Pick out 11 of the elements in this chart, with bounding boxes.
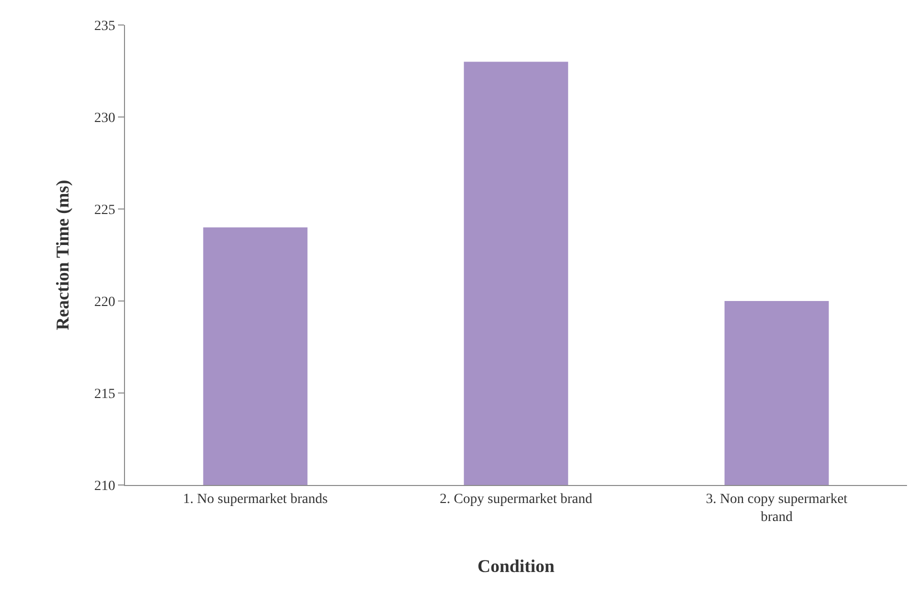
x-tick-label: 2. Copy supermarket brand [440, 492, 592, 507]
y-tick-label: 220 [94, 294, 116, 310]
y-tick-label: 235 [94, 18, 116, 34]
x-axis-title: Condition [477, 556, 555, 576]
y-tick-label: 230 [94, 110, 116, 126]
y-tick-label: 210 [94, 478, 116, 494]
y-tick-label: 225 [94, 202, 116, 218]
y-axis-title: Reaction Time (ms) [52, 180, 72, 330]
x-tick-label: 1. No supermarket brands [183, 492, 328, 507]
x-tick-label: 3. Non copy supermarket brand [706, 492, 848, 525]
y-tick-label: 215 [94, 386, 116, 402]
